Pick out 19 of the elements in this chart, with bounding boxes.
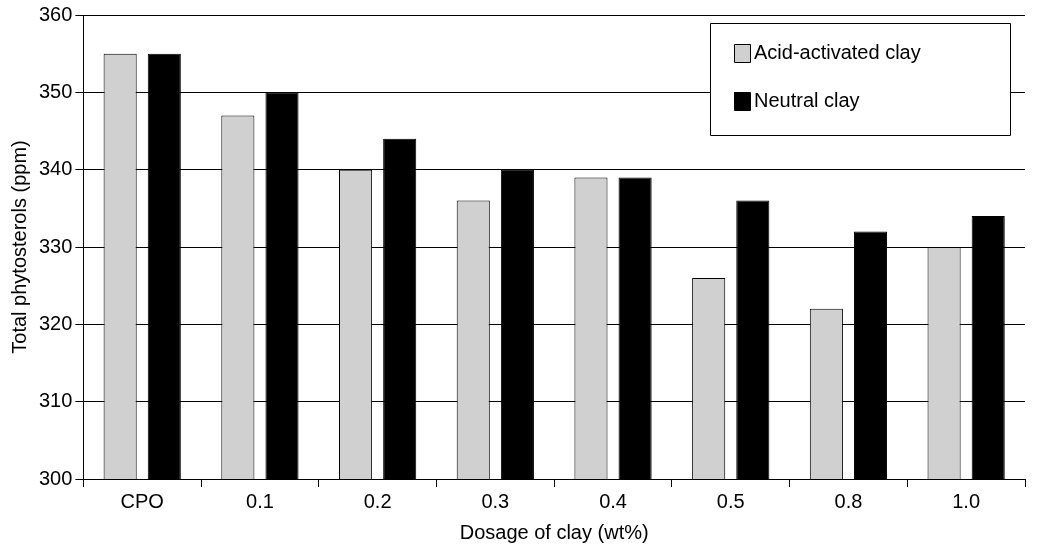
y-tick-label: 350: [38, 79, 73, 102]
y-tick-label: 360: [38, 2, 73, 25]
y-tick-label: 300: [38, 466, 73, 489]
x-tick-label: 0.1: [246, 489, 274, 512]
x-tick-label: 0.3: [481, 489, 510, 512]
x-tick-label: 0.2: [363, 489, 392, 512]
x-tick-label: 1.0: [952, 489, 981, 512]
x-tick-label: 0.4: [599, 489, 627, 512]
y-tick-label: 330: [38, 234, 73, 257]
x-tick-label: 0.5: [716, 489, 745, 512]
x-tick-label: 0.8: [834, 489, 863, 512]
y-tick-label: 320: [38, 311, 73, 334]
y-tick-label: 340: [38, 157, 73, 180]
y-tick-label: 310: [38, 389, 73, 412]
y-axis-title: Total phytosterols (ppm): [7, 140, 30, 354]
legend-label: Acid-activated clay: [754, 40, 921, 63]
legend-label: Neutral clay: [754, 88, 860, 111]
x-axis-title: Dosage of clay (wt%): [459, 520, 649, 543]
x-tick-label: CPO: [120, 489, 164, 512]
